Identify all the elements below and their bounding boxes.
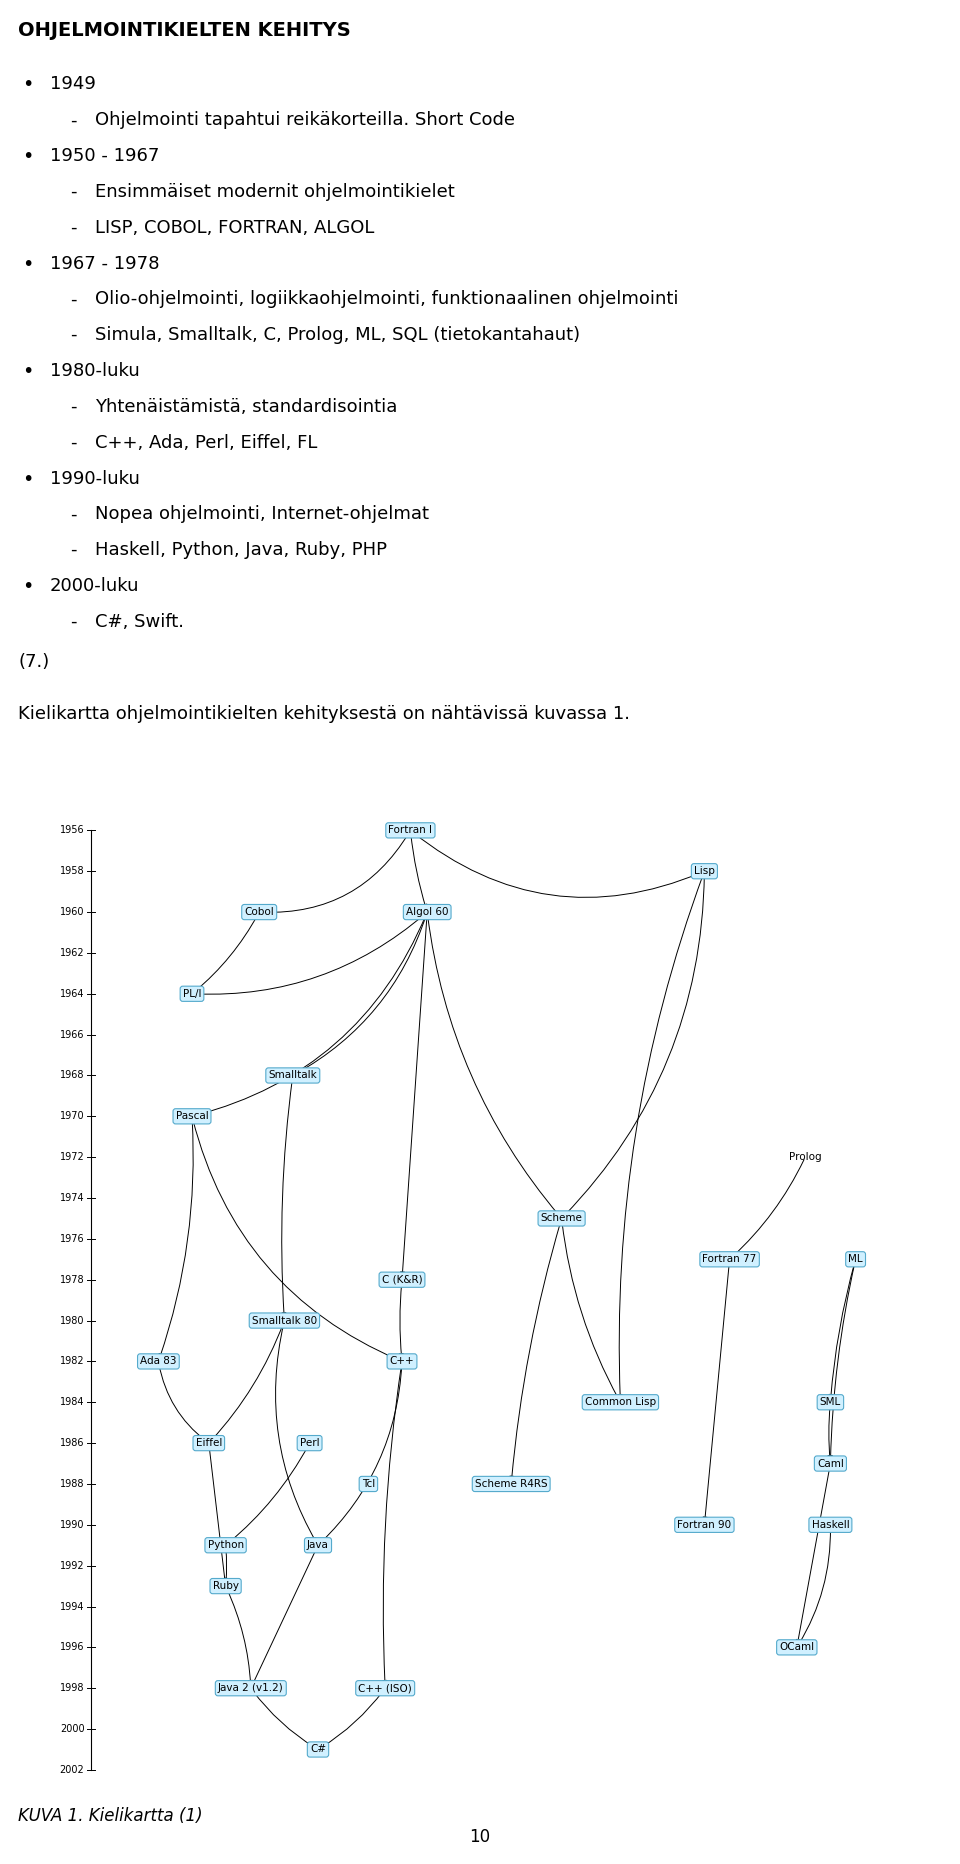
Text: -: - — [70, 183, 77, 201]
Text: Ohjelmointi tapahtui reikäkorteilla. Short Code: Ohjelmointi tapahtui reikäkorteilla. Sho… — [95, 112, 515, 129]
Text: ML: ML — [849, 1254, 863, 1264]
Text: -: - — [70, 505, 77, 524]
Text: OHJELMOINTIKIELTEN KEHITYS: OHJELMOINTIKIELTEN KEHITYS — [18, 21, 350, 39]
Text: 2000: 2000 — [60, 1724, 84, 1734]
Text: Cobol: Cobol — [245, 908, 274, 917]
Text: Eiffel: Eiffel — [196, 1439, 222, 1448]
Text: Kielikartta ohjelmointikielten kehityksestä on nähtävissä kuvassa 1.: Kielikartta ohjelmointikielten kehitykse… — [18, 705, 630, 723]
Text: -: - — [70, 434, 77, 451]
Text: 1967 - 1978: 1967 - 1978 — [50, 255, 159, 272]
Text: •: • — [22, 470, 34, 488]
Text: 1992: 1992 — [60, 1560, 84, 1571]
Text: •: • — [22, 362, 34, 380]
Text: Algol 60: Algol 60 — [406, 908, 448, 917]
Text: 1976: 1976 — [60, 1234, 84, 1243]
Text: 1950 - 1967: 1950 - 1967 — [50, 147, 159, 166]
Text: C#: C# — [310, 1745, 326, 1754]
Text: Fortran I: Fortran I — [389, 826, 432, 835]
Text: Ruby: Ruby — [212, 1581, 239, 1592]
Text: 1978: 1978 — [60, 1275, 84, 1284]
Text: Prolog: Prolog — [789, 1152, 822, 1161]
Text: LISP, COBOL, FORTRAN, ALGOL: LISP, COBOL, FORTRAN, ALGOL — [95, 218, 374, 237]
Text: Fortran 77: Fortran 77 — [703, 1254, 756, 1264]
Text: 1966: 1966 — [60, 1029, 84, 1040]
Text: 1968: 1968 — [60, 1070, 84, 1081]
Text: Pascal: Pascal — [176, 1111, 208, 1122]
Text: 1956: 1956 — [60, 826, 84, 835]
Text: Olio-ohjelmointi, logiikkaohjelmointi, funktionaalinen ohjelmointi: Olio-ohjelmointi, logiikkaohjelmointi, f… — [95, 291, 679, 308]
Text: 1958: 1958 — [60, 867, 84, 876]
Text: Python: Python — [207, 1540, 244, 1551]
Text: Smalltalk 80: Smalltalk 80 — [252, 1316, 317, 1325]
Text: Common Lisp: Common Lisp — [585, 1398, 656, 1407]
Text: 10: 10 — [469, 1829, 491, 1845]
Text: Haskell, Python, Java, Ruby, PHP: Haskell, Python, Java, Ruby, PHP — [95, 541, 387, 559]
Text: 1984: 1984 — [60, 1398, 84, 1407]
Text: C (K&R): C (K&R) — [382, 1275, 422, 1284]
Text: Ensimmäiset modernit ohjelmointikielet: Ensimmäiset modernit ohjelmointikielet — [95, 183, 455, 201]
Text: C#, Swift.: C#, Swift. — [95, 613, 184, 630]
Text: 1990: 1990 — [60, 1519, 84, 1530]
Text: -: - — [70, 541, 77, 559]
Text: •: • — [22, 578, 34, 596]
Text: (7.): (7.) — [18, 654, 49, 671]
Text: 1960: 1960 — [60, 908, 84, 917]
Text: 1980-luku: 1980-luku — [50, 362, 140, 380]
Text: 1972: 1972 — [60, 1152, 84, 1161]
Text: 1974: 1974 — [60, 1193, 84, 1202]
Text: 2002: 2002 — [60, 1765, 84, 1775]
Text: 1982: 1982 — [60, 1357, 84, 1366]
Text: -: - — [70, 291, 77, 308]
Text: -: - — [70, 397, 77, 416]
Text: 2000-luku: 2000-luku — [50, 578, 139, 595]
Text: Simula, Smalltalk, C, Prolog, ML, SQL (tietokantahaut): Simula, Smalltalk, C, Prolog, ML, SQL (t… — [95, 326, 580, 345]
Text: C++: C++ — [390, 1357, 415, 1366]
Text: •: • — [22, 75, 34, 95]
Text: 1994: 1994 — [60, 1601, 84, 1612]
Text: 1990-luku: 1990-luku — [50, 470, 140, 488]
Text: Scheme: Scheme — [540, 1213, 583, 1223]
Text: 1998: 1998 — [60, 1683, 84, 1693]
Text: Nopea ohjelmointi, Internet-ohjelmat: Nopea ohjelmointi, Internet-ohjelmat — [95, 505, 429, 524]
Text: Yhtenäistämistä, standardisointia: Yhtenäistämistä, standardisointia — [95, 397, 397, 416]
Text: Smalltalk: Smalltalk — [269, 1070, 317, 1081]
Text: 1980: 1980 — [60, 1316, 84, 1325]
Text: Perl: Perl — [300, 1439, 320, 1448]
Text: 1964: 1964 — [60, 988, 84, 999]
Text: Caml: Caml — [817, 1458, 844, 1469]
Text: -: - — [70, 112, 77, 129]
Text: -: - — [70, 326, 77, 345]
Text: -: - — [70, 613, 77, 630]
Text: Scheme R4RS: Scheme R4RS — [475, 1478, 547, 1489]
Text: 1962: 1962 — [60, 949, 84, 958]
Text: Java 2 (v1.2): Java 2 (v1.2) — [218, 1683, 283, 1693]
Text: PL/I: PL/I — [182, 988, 202, 999]
Text: -: - — [70, 218, 77, 237]
Text: Java: Java — [307, 1540, 329, 1551]
Text: 1988: 1988 — [60, 1478, 84, 1489]
Text: 1986: 1986 — [60, 1439, 84, 1448]
Text: KUVA 1. Kielikartta (1): KUVA 1. Kielikartta (1) — [18, 1806, 203, 1825]
Text: C++, Ada, Perl, Eiffel, FL: C++, Ada, Perl, Eiffel, FL — [95, 434, 318, 451]
Text: Fortran 90: Fortran 90 — [678, 1519, 732, 1530]
Text: OCaml: OCaml — [780, 1642, 814, 1652]
Text: SML: SML — [820, 1398, 841, 1407]
Text: 1970: 1970 — [60, 1111, 84, 1122]
Text: Tcl: Tcl — [362, 1478, 375, 1489]
Text: Ada 83: Ada 83 — [140, 1357, 177, 1366]
Text: Lisp: Lisp — [694, 867, 715, 876]
Text: •: • — [22, 147, 34, 166]
Text: C++ (ISO): C++ (ISO) — [358, 1683, 412, 1693]
Text: 1996: 1996 — [60, 1642, 84, 1652]
Text: •: • — [22, 255, 34, 274]
Text: 1949: 1949 — [50, 75, 96, 93]
Text: Haskell: Haskell — [811, 1519, 850, 1530]
